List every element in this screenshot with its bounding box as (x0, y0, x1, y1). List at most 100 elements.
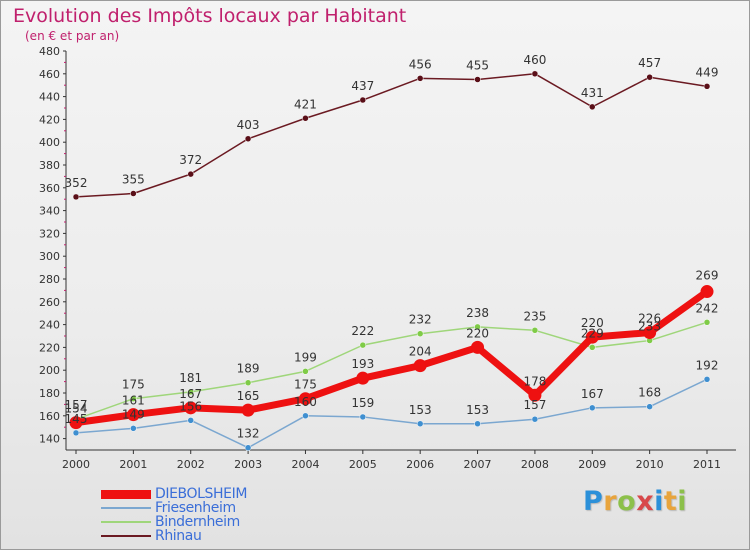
data-label: 157 (65, 398, 88, 412)
logo-letter: t (663, 486, 678, 517)
x-tick-label: 2008 (521, 458, 549, 471)
y-tick-label: 440 (39, 91, 60, 104)
data-point (474, 323, 481, 331)
data-label: 178 (523, 374, 546, 388)
data-point (69, 416, 83, 430)
y-tick-label: 280 (39, 273, 60, 286)
data-point (528, 388, 542, 402)
data-point (241, 403, 255, 417)
data-label: 457 (638, 56, 661, 70)
data-point (126, 408, 140, 422)
data-label: 226 (638, 312, 661, 326)
data-label: 192 (696, 358, 719, 372)
data-label: 154 (65, 402, 88, 416)
data-point (187, 417, 194, 424)
y-tick-label: 400 (39, 136, 60, 149)
series-line-rhinau (75, 73, 708, 198)
legend-label-rhinau: Rhinau (155, 528, 202, 544)
data-point (130, 425, 137, 432)
data-point (72, 429, 80, 437)
y-tick-label: 140 (39, 433, 60, 446)
data-point (531, 70, 539, 78)
legend-item-friesenheim: Friesenheim (101, 501, 361, 515)
data-label: 229 (581, 326, 604, 340)
data-label: 437 (351, 79, 374, 93)
data-label: 220 (466, 326, 489, 340)
data-point (302, 368, 309, 375)
data-label: 181 (179, 371, 202, 385)
data-label: 189 (237, 362, 260, 376)
data-label: 199 (294, 350, 317, 364)
data-label: 156 (179, 399, 202, 413)
data-point (359, 413, 367, 421)
data-label: 403 (237, 118, 260, 132)
x-tick-label: 2004 (291, 458, 319, 471)
data-label: 175 (294, 378, 317, 392)
data-point (474, 420, 481, 428)
data-label: 372 (179, 153, 202, 167)
data-point (244, 379, 252, 386)
y-tick-label: 460 (39, 68, 60, 81)
data-label: 421 (294, 97, 317, 111)
data-label: 132 (237, 427, 260, 441)
y-tick-label: 220 (39, 341, 60, 354)
data-point (471, 340, 485, 354)
data-label: 175 (122, 378, 145, 392)
logo-letter: x (636, 486, 655, 517)
y-tick-label: 480 (39, 45, 60, 58)
data-point (187, 388, 194, 396)
data-point (589, 103, 596, 111)
data-point (302, 412, 309, 420)
legend-item-diebolsheim: DIEBOLSHEIM (101, 487, 361, 501)
proxiti-logo: Proxiti (583, 486, 687, 517)
data-point (413, 359, 427, 373)
data-point (416, 75, 424, 82)
data-label: 193 (351, 357, 374, 371)
logo-letter: P (583, 486, 604, 517)
x-tick-label: 2010 (636, 458, 664, 471)
legend-swatch-diebolsheim (101, 490, 151, 499)
legend-item-rhinau: Rhinau (101, 529, 361, 543)
x-tick-label: 2005 (349, 458, 377, 471)
y-tick-label: 420 (39, 113, 60, 126)
data-label: 431 (581, 86, 604, 100)
legend-item-bindernheim: Bindernheim (101, 515, 361, 529)
chart-subtitle: (en € et par an) (25, 29, 120, 43)
data-point (531, 327, 539, 334)
y-tick-label: 180 (39, 387, 60, 400)
data-label: 449 (696, 65, 719, 79)
chart-title: Evolution des Impôts locaux par Habitant (13, 5, 407, 27)
x-tick-label: 2007 (464, 458, 492, 471)
data-label: 160 (294, 395, 317, 409)
legend-label-diebolsheim: DIEBOLSHEIM (155, 486, 248, 502)
data-point (130, 190, 137, 197)
x-tick-label: 2006 (406, 458, 434, 471)
data-point (298, 392, 312, 406)
data-label: 161 (122, 394, 145, 408)
y-tick-label: 200 (39, 364, 60, 377)
data-point (474, 76, 481, 83)
data-point (359, 341, 367, 349)
data-label: 145 (65, 412, 88, 426)
data-label: 165 (237, 389, 260, 403)
data-label: 352 (65, 176, 88, 190)
data-point (356, 371, 370, 385)
y-tick-label: 360 (39, 182, 60, 195)
x-tick-label: 2003 (234, 458, 262, 471)
data-point (416, 330, 424, 337)
series-line-bindernheim (75, 321, 708, 420)
y-tick-label: 300 (39, 250, 60, 263)
data-label: 149 (122, 407, 145, 421)
legend-swatch-bindernheim (101, 521, 151, 523)
data-point (531, 415, 539, 423)
x-tick-label: 2009 (578, 458, 606, 471)
data-label: 167 (179, 387, 202, 401)
data-point (703, 83, 711, 90)
data-label: 233 (638, 320, 661, 334)
logo-letter: i (677, 486, 688, 517)
logo-letter: o (617, 486, 637, 517)
data-point (703, 319, 711, 326)
data-label: 455 (466, 59, 489, 73)
legend-label-friesenheim: Friesenheim (155, 500, 236, 516)
